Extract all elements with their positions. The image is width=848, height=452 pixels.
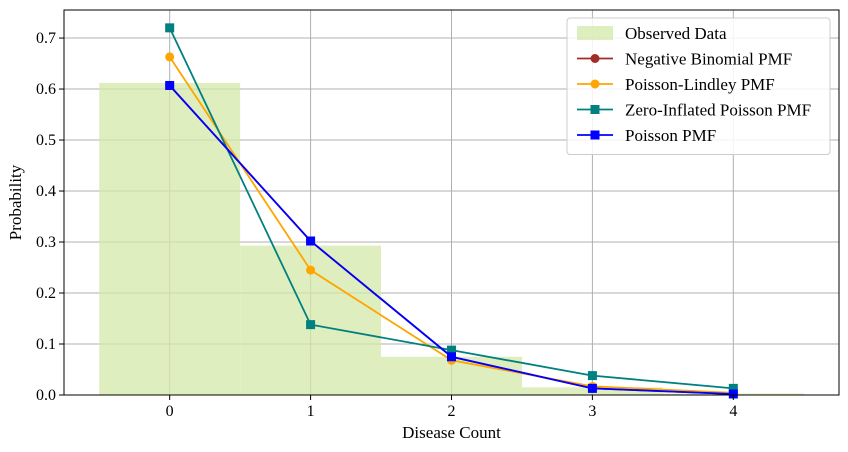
x-tick-label: 1	[307, 403, 315, 420]
poisson-pmf-point	[447, 352, 456, 362]
poisson-pmf-point	[587, 383, 597, 393]
x-tick-label: 0	[166, 403, 174, 420]
zero-inflated-poisson-pmf-point	[587, 371, 597, 381]
legend-swatch-observed-data	[577, 26, 613, 40]
legend-marker-poisson-pmf	[590, 130, 600, 140]
poisson-pmf-point	[306, 236, 316, 246]
axis-ticks: 0 1 2 3 4 0.0 0.1 0.2 0.3 0.4 0.5 0.6 0.7	[36, 30, 737, 420]
y-tick-label: 0.3	[36, 234, 56, 251]
zero-inflated-poisson-pmf-point	[306, 320, 316, 330]
y-tick-label: 0.5	[36, 132, 56, 149]
x-axis-label: Disease Count	[402, 423, 501, 442]
y-tick-label: 0.0	[36, 387, 56, 404]
poisson-lindley-pmf-point	[306, 265, 316, 275]
legend-marker-zero-inflated-poisson-pmf	[590, 105, 600, 114]
x-tick-label: 2	[448, 403, 456, 420]
zero-inflated-poisson-pmf-point	[447, 345, 456, 355]
legend-label-observed-data: Observed Data	[625, 24, 727, 43]
y-tick-label: 0.1	[36, 336, 56, 353]
poisson-pmf-point	[728, 389, 738, 399]
legend-box	[566, 17, 831, 155]
y-tick-label: 0.7	[36, 30, 56, 47]
zero-inflated-poisson-pmf-series	[165, 23, 738, 393]
observed-bar	[99, 82, 241, 395]
legend-label-zero-inflated-poisson-pmf: Zero-Inflated Poisson PMF	[625, 101, 811, 120]
pmf-lines	[165, 23, 738, 399]
legend-marker-negative-binomial-pmf	[590, 54, 600, 63]
y-tick-label: 0.4	[36, 183, 56, 200]
poisson-lindley-pmf-point	[165, 52, 175, 62]
y-tick-label: 0.2	[36, 285, 56, 302]
y-tick-label: 0.6	[36, 81, 56, 98]
legend-label-poisson-pmf: Poisson PMF	[625, 126, 716, 145]
legend-label-poisson-lindley-pmf: Poisson-Lindley PMF	[625, 75, 775, 94]
zero-inflated-poisson-pmf-point	[728, 383, 738, 393]
poisson-pmf-point	[165, 80, 175, 90]
legend: Observed Data Negative Binomial PMF Poisso…	[566, 17, 831, 155]
legend-marker-poisson-lindley-pmf	[590, 79, 600, 89]
poisson-pmf-series	[165, 80, 738, 399]
zero-inflated-poisson-pmf-point	[165, 23, 175, 33]
y-axis-label: Probability	[6, 164, 25, 240]
x-tick-label: 3	[588, 403, 596, 420]
legend-label-negative-binomial-pmf: Negative Binomial PMF	[625, 50, 792, 69]
x-tick-label: 4	[729, 403, 737, 420]
